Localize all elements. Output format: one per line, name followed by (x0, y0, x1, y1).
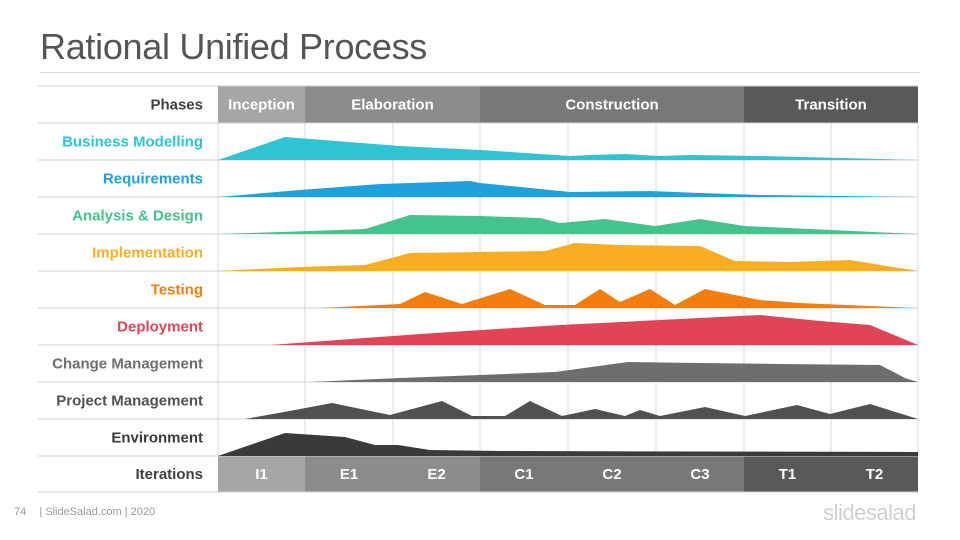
iteration-cell (480, 456, 568, 492)
phase-cell (305, 86, 480, 123)
brand-logo: slidesalad (823, 500, 916, 525)
discipline-effort-shape (218, 243, 918, 271)
discipline-label: Testing (151, 282, 203, 299)
iterations-header-label: Iterations (135, 466, 203, 483)
iteration-label: C2 (602, 466, 621, 483)
discipline-label: Environment (111, 430, 203, 447)
discipline-effort-shape (218, 137, 918, 160)
iteration-cell (393, 456, 480, 492)
iteration-label: I1 (255, 466, 268, 483)
discipline-effort-shape (310, 362, 918, 382)
discipline-effort-shape (270, 315, 918, 345)
phase-cell (744, 86, 918, 123)
phase-label: Inception (228, 97, 295, 114)
iteration-cell (568, 456, 656, 492)
iteration-cell (831, 456, 918, 492)
iteration-cell (656, 456, 744, 492)
page-title: Rational Unified Process (40, 26, 427, 67)
discipline-label: Implementation (92, 245, 203, 262)
phase-label: Transition (795, 97, 867, 114)
discipline-label: Deployment (117, 319, 203, 336)
discipline-label: Requirements (103, 171, 203, 188)
page-number: 74 (14, 506, 27, 518)
discipline-effort-shape (218, 181, 918, 197)
iteration-cell (305, 456, 393, 492)
footer: 74 | SlideSalad.com | 2020 (14, 506, 155, 518)
iteration-label: C3 (690, 466, 709, 483)
phase-cell (218, 86, 305, 123)
iteration-label: C1 (514, 466, 533, 483)
phase-label: Construction (565, 97, 658, 114)
discipline-label: Project Management (56, 393, 203, 410)
iteration-label: T1 (779, 466, 797, 483)
discipline-label: Business Modelling (62, 134, 203, 151)
iteration-label: E2 (427, 466, 445, 483)
phases-header-label: Phases (150, 97, 203, 114)
discipline-label: Change Management (52, 356, 203, 373)
phase-cell (480, 86, 744, 123)
footer-source: | SlideSalad.com | 2020 (39, 506, 156, 518)
iteration-cell (744, 456, 831, 492)
title-divider (40, 72, 920, 73)
discipline-label: Analysis & Design (72, 208, 203, 225)
iteration-label: E1 (340, 466, 358, 483)
iteration-label: T2 (866, 466, 884, 483)
discipline-effort-shape (320, 289, 918, 308)
iteration-cell (218, 456, 305, 492)
discipline-effort-shape (245, 401, 918, 419)
discipline-effort-shape (218, 215, 918, 234)
phase-label: Elaboration (351, 97, 434, 114)
discipline-effort-shape (218, 433, 918, 456)
